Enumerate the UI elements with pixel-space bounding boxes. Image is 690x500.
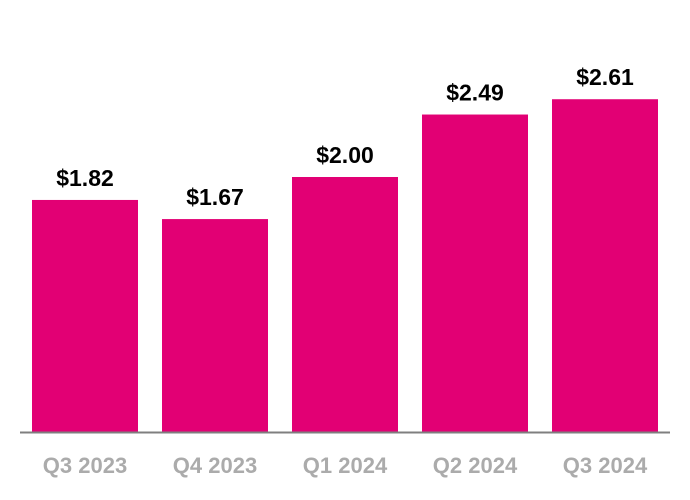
- bar-q2-2024: [422, 114, 528, 433]
- x-tick-label: Q1 2024: [303, 453, 388, 478]
- x-tick-label: Q3 2024: [563, 453, 648, 478]
- x-tick-label: Q2 2024: [433, 453, 518, 478]
- data-label: $1.67: [186, 184, 244, 210]
- data-label: $2.61: [576, 64, 634, 90]
- data-label: $2.49: [446, 80, 504, 106]
- bar-q4-2023: [162, 219, 268, 432]
- x-tick-label: Q3 2023: [43, 453, 127, 478]
- data-label: $2.00: [316, 142, 374, 168]
- bar-q1-2024: [292, 177, 398, 432]
- bar-q3-2023: [32, 199, 138, 432]
- bar-q3-2024: [552, 99, 658, 432]
- x-tick-label: Q4 2023: [173, 453, 257, 478]
- data-label: $1.82: [56, 165, 114, 191]
